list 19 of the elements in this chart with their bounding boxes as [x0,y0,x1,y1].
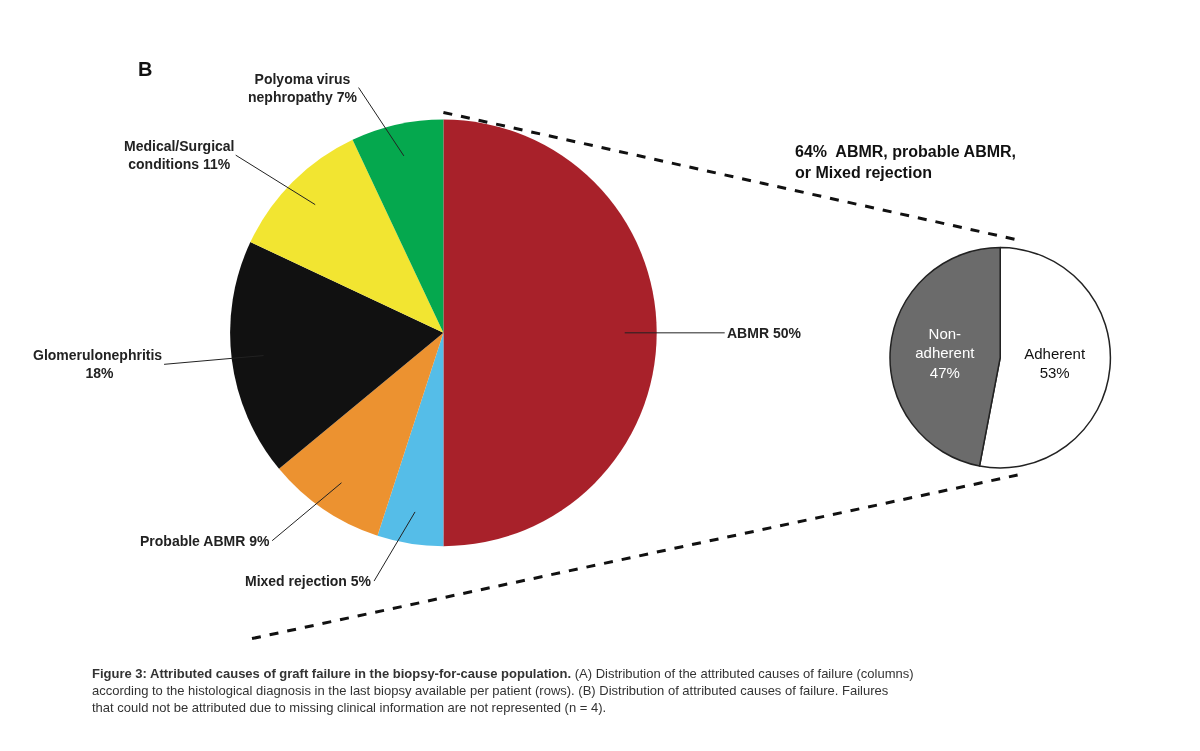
slice-label: Mixed rejection 5% [245,573,372,589]
slice-label: ABMR 50% [727,325,802,341]
slice-label: Polyoma virus nephropathy 7% [248,71,358,106]
pie-slice [230,242,444,469]
slice-label: Probable ABMR 9% [140,533,270,549]
data-label: 18% [81,365,115,382]
pie-slice [250,139,444,333]
slice-label: Non- adherent [915,324,976,362]
caption: Figure 3: Attributed causes of graft failure in the biopsy-for-cause population. [92,666,572,681]
chart-title: 64% ABMR, probable ABMR, or Mixed rejection [795,143,1017,181]
data-label: 53% [1039,364,1070,382]
pie-slice [443,119,657,547]
slice-label: Medical/Surgical conditions 11% [124,138,235,173]
pie-slice [352,119,444,333]
slice-label: Glomerulonephritis [33,347,163,363]
chart-title: B [138,58,153,80]
slice-label: Adherent [1024,344,1086,362]
pie-slice [279,332,444,536]
data-label: 47% [929,363,960,381]
